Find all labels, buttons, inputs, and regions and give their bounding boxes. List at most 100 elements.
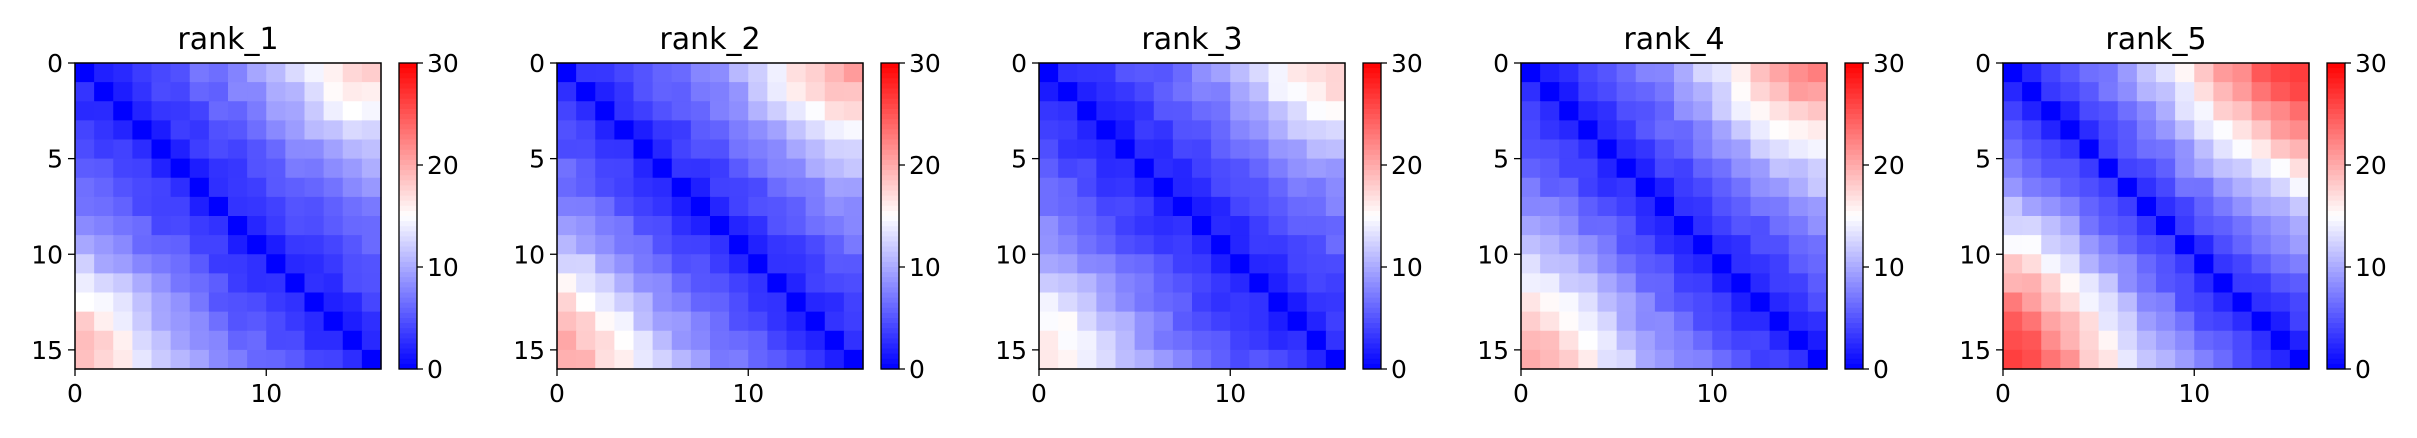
heatmap-cell xyxy=(652,120,673,141)
heatmap-cell xyxy=(228,273,248,294)
heatmap-cell xyxy=(94,330,114,351)
heatmap-cell xyxy=(1325,101,1346,121)
heatmap-cell xyxy=(843,216,864,236)
colorbar-segment xyxy=(2327,144,2345,151)
heatmap-cell xyxy=(1115,254,1136,274)
heatmap-cell xyxy=(652,349,673,370)
heatmap-cell xyxy=(189,120,210,141)
heatmap-cell xyxy=(1597,63,1618,83)
heatmap-cell xyxy=(1134,311,1155,332)
heatmap-cell xyxy=(2041,311,2061,332)
heatmap-cell xyxy=(1769,311,1790,332)
heatmap-cell xyxy=(633,196,654,217)
colorbar-segment xyxy=(399,159,417,166)
colorbar-segment xyxy=(399,83,417,90)
colorbar-segment xyxy=(2327,328,2345,334)
heatmap-cell xyxy=(113,158,133,179)
heatmap-cell xyxy=(113,196,133,217)
heatmap-cell xyxy=(1769,216,1790,236)
colorbar-segment xyxy=(2327,358,2345,365)
heatmap-cell xyxy=(1058,101,1078,121)
heatmap-cell xyxy=(1325,235,1346,255)
colorbar-segment xyxy=(1845,205,1863,212)
heatmap-cell xyxy=(2022,177,2042,198)
colorbar-segment xyxy=(1363,175,1381,181)
heatmap-cell xyxy=(1096,235,1117,255)
heatmap-cell xyxy=(1769,235,1790,255)
colorbar-segment xyxy=(399,287,417,294)
heatmap-cell xyxy=(1559,101,1579,121)
heatmap-cell xyxy=(1172,235,1193,255)
heatmap-cell xyxy=(1540,101,1560,121)
colorbar-segment xyxy=(1363,236,1381,243)
heatmap-cell xyxy=(2213,311,2234,332)
heatmap-cell xyxy=(1325,139,1346,160)
heatmap-cell xyxy=(710,120,730,141)
heatmap-cell xyxy=(1654,82,1675,102)
heatmap-cell xyxy=(824,63,845,83)
heatmap-cell xyxy=(2060,101,2081,121)
heatmap-cell xyxy=(1712,158,1732,179)
heatmap-cell xyxy=(342,158,363,179)
heatmap-cell xyxy=(1616,120,1637,141)
heatmap-cell xyxy=(1306,139,1327,160)
colorbar-segment xyxy=(2327,149,2345,156)
colorbar-segment xyxy=(1363,185,1381,192)
heatmap-cell xyxy=(1750,235,1771,255)
heatmap-cell xyxy=(189,101,210,121)
heatmap-cell xyxy=(1597,311,1618,332)
colorbar-segment xyxy=(881,63,899,69)
heatmap-cell xyxy=(1096,292,1117,313)
colorbar-segment xyxy=(1363,307,1381,314)
colorbar-segment xyxy=(881,312,899,319)
heatmap-cell xyxy=(1693,139,1713,160)
heatmap-cell xyxy=(1807,292,1828,313)
heatmap-cell xyxy=(786,177,807,198)
colorbar-segment xyxy=(1363,312,1381,319)
heatmap-cell xyxy=(2117,101,2138,121)
heatmap-cell xyxy=(1674,349,1694,370)
heatmap-cell xyxy=(710,292,730,313)
heatmap-cell xyxy=(652,273,673,294)
heatmap-cell xyxy=(1712,292,1732,313)
colorbar-segment xyxy=(1845,210,1863,217)
heatmap-cell xyxy=(361,177,382,198)
x-tick-label: 0 xyxy=(549,379,565,408)
heatmap-cell xyxy=(1268,120,1289,141)
heatmap-cell xyxy=(1096,311,1117,332)
heatmap-cell xyxy=(132,311,153,332)
heatmap-cell xyxy=(208,101,229,121)
colorbar-segment xyxy=(399,88,417,95)
heatmap-cell xyxy=(710,196,730,217)
heatmap-cell xyxy=(2232,120,2253,141)
heatmap-cell xyxy=(690,330,711,351)
heatmap-cell xyxy=(1540,82,1560,102)
heatmap-cell xyxy=(1616,330,1637,351)
heatmap-cell xyxy=(1559,311,1579,332)
heatmap-cell xyxy=(614,177,635,198)
colorbar-segment xyxy=(2327,318,2345,324)
heatmap-cell xyxy=(652,292,673,313)
heatmap-cell xyxy=(266,273,286,294)
heatmap-cell xyxy=(729,349,749,370)
heatmap-cell xyxy=(361,216,382,236)
y-tick-label: 15 xyxy=(513,336,545,365)
heatmap-cell xyxy=(729,254,749,274)
heatmap-cell xyxy=(1325,292,1346,313)
heatmap-cell xyxy=(1268,63,1289,83)
heatmap-cell xyxy=(2289,292,2310,313)
heatmap-cell xyxy=(2136,139,2157,160)
heatmap-cell xyxy=(595,196,615,217)
heatmap-cell xyxy=(228,101,248,121)
colorbar-tick-label: 20 xyxy=(909,151,941,180)
heatmap-cell xyxy=(2098,196,2119,217)
heatmap-cell xyxy=(1693,330,1713,351)
heatmap-cell xyxy=(1731,349,1752,370)
heatmap-cell xyxy=(208,196,229,217)
colorbar-segment xyxy=(1845,63,1863,69)
colorbar-segment xyxy=(881,353,899,360)
heatmap-cell xyxy=(2270,292,2291,313)
colorbar-segment xyxy=(1845,200,1863,207)
colorbar-segment xyxy=(399,73,417,79)
heatmap-cell xyxy=(1115,82,1136,102)
